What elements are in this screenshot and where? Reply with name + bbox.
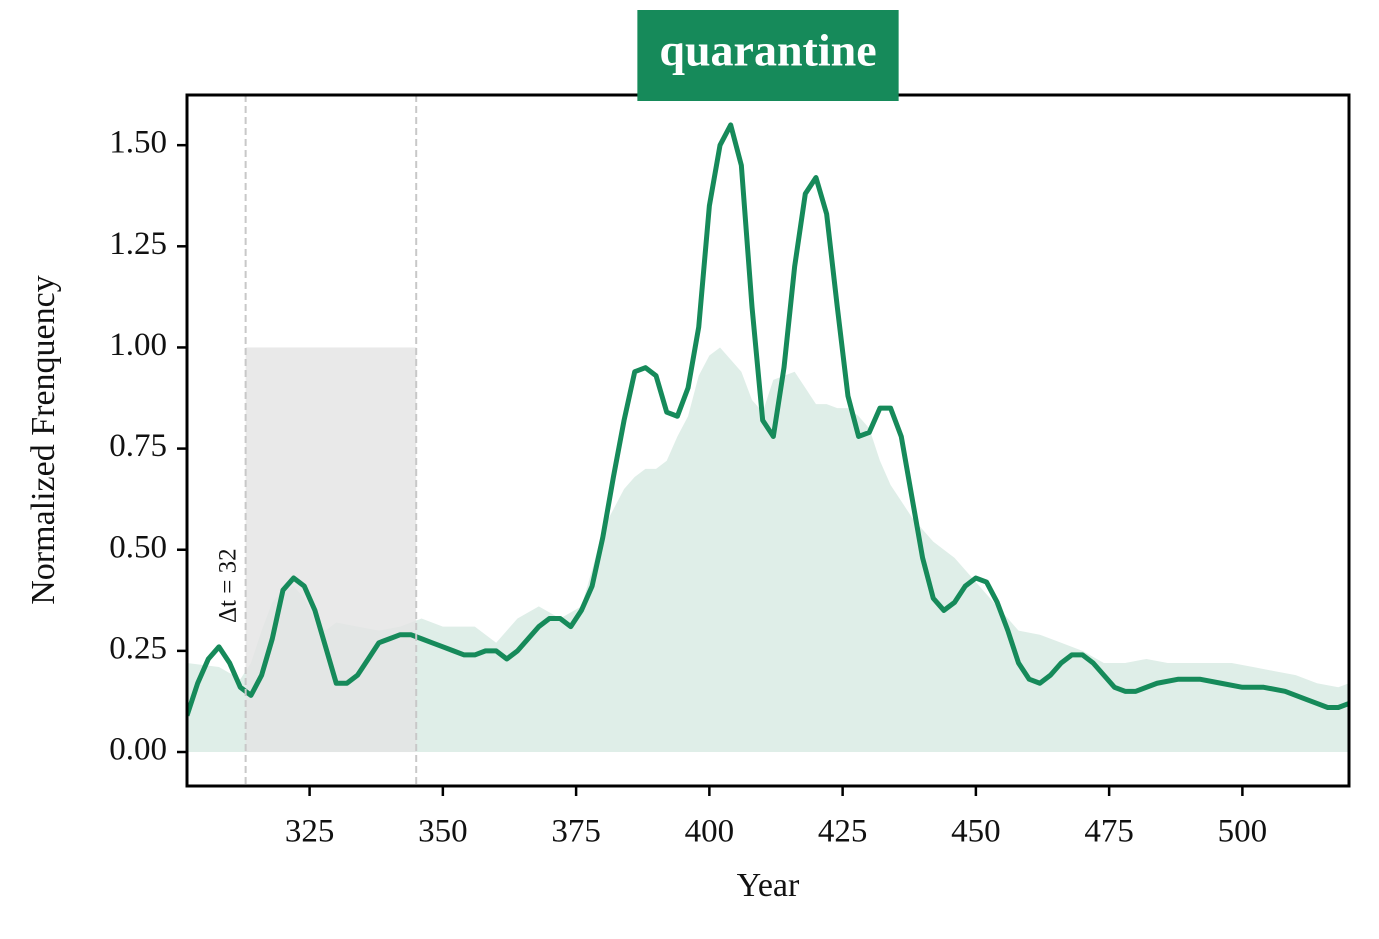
x-tick-label: 425 — [818, 814, 868, 850]
chart-title: quarantine — [659, 25, 876, 76]
annotation-region — [245, 347, 417, 753]
x-tick-label: 475 — [1084, 814, 1134, 850]
y-tick-label: 0.25 — [109, 630, 167, 666]
x-tick-label: 400 — [685, 814, 735, 850]
x-tick-label: 350 — [418, 814, 468, 850]
x-tick-label: 375 — [551, 814, 601, 850]
line — [187, 122, 1349, 717]
area — [187, 347, 1349, 753]
plot-area — [187, 95, 1349, 786]
y-axis-label: Normalized Frenquency — [25, 275, 62, 605]
x-axis-label: Year — [737, 867, 800, 904]
y-tick-label: 0.75 — [109, 428, 167, 464]
title-box — [637, 10, 899, 101]
y-tick-label: 1.50 — [109, 125, 167, 161]
x-tick-label: 500 — [1218, 814, 1268, 850]
annotation-label: Δt = 32 — [214, 548, 241, 623]
y-tick-label: 1.00 — [109, 327, 167, 363]
x-tick-label: 325 — [285, 814, 335, 850]
x-tick-label: 450 — [951, 814, 1001, 850]
y-tick-label: 0.50 — [109, 529, 167, 565]
y-tick-label: 1.25 — [109, 226, 167, 262]
y-tick-label: 0.00 — [109, 732, 167, 768]
